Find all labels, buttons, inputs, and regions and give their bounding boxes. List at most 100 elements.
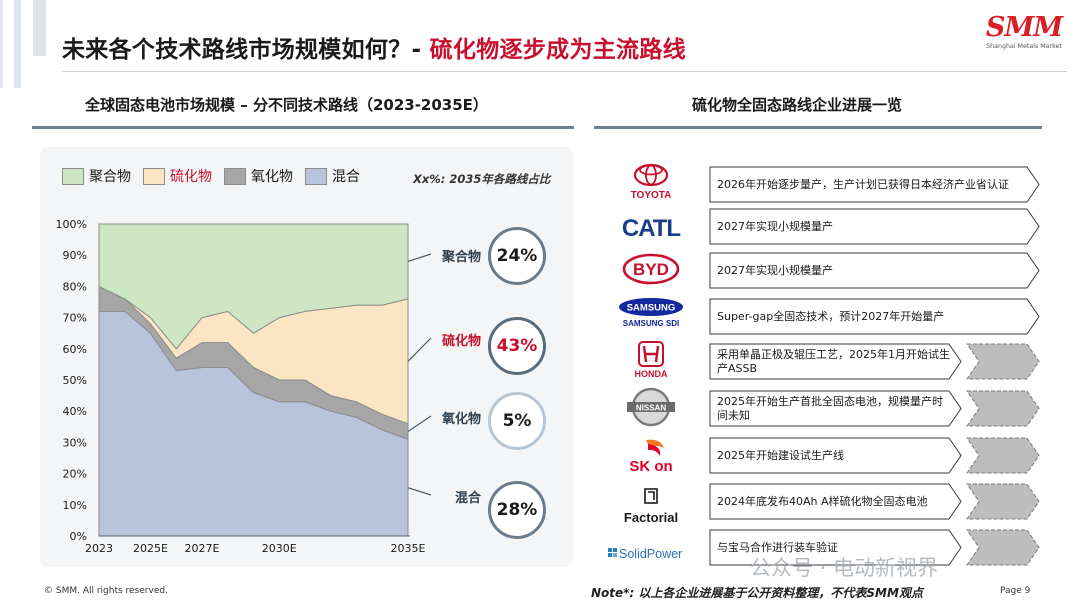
- factorial-logo-icon: Factorial: [624, 488, 678, 525]
- logo-text: SK on: [629, 458, 672, 475]
- legend-item-sulfide: 硫化物: [143, 166, 212, 186]
- samsung-logo-icon: SAMSUNG SAMSUNG SDI: [619, 298, 683, 328]
- logo-solid-power: SolidPower: [608, 538, 694, 568]
- legend-label: 氧化物: [251, 169, 293, 185]
- x-tick-label: 2023: [85, 542, 113, 555]
- y-tick-label: 10%: [63, 499, 87, 512]
- progress-arrow: [709, 390, 1040, 427]
- area-聚合物: [98, 223, 409, 350]
- logo-text: NISSAN: [636, 404, 666, 413]
- y-tick-label: 50%: [63, 374, 87, 387]
- y-tick-label: 40%: [63, 405, 87, 418]
- share-value: 24%: [496, 246, 538, 266]
- progress-text: 2024年底发布40Ah A样硫化物全固态电池: [717, 494, 928, 508]
- title-highlight: 硫化物逐步成为主流路线: [429, 37, 686, 63]
- catl-logo-icon: CATL: [622, 215, 682, 242]
- logo-byd: BYD: [608, 252, 694, 286]
- progress-arrow: [709, 343, 1040, 380]
- chart-legend: 聚合物 硫化物 氧化物 混合: [62, 166, 372, 186]
- legend-item-hybrid: 混合: [305, 166, 360, 186]
- y-tick-label: 80%: [63, 280, 87, 293]
- smm-logo: SMM Shanghai Metals Market: [982, 14, 1066, 51]
- disclaimer-note: Note*: 以上各企业进展基于公开资料整理，不代表SMM观点: [591, 586, 923, 600]
- logo-factorial: Factorial: [608, 486, 694, 528]
- decor-strip: [0, 0, 3, 88]
- connector-line: [407, 415, 432, 432]
- progress-text: 2027年实现小规模量产: [717, 263, 833, 277]
- progress-arrow: [709, 252, 1040, 289]
- progress-arrow: [709, 298, 1040, 335]
- share-value: 28%: [496, 500, 538, 520]
- progress-text: 2025年开始建设试生产线: [717, 448, 844, 462]
- logo-samsung: SAMSUNG SAMSUNG SDI: [608, 296, 694, 330]
- x-tick-label: 2027E: [185, 542, 220, 555]
- progress-text: 与宝马合作进行装车验证: [717, 540, 838, 554]
- share-note: Xx%: 2035年各路线占比: [413, 172, 551, 186]
- share-circle-sulfide: 43%: [488, 317, 546, 375]
- x-tick-label: 2030E: [262, 542, 297, 555]
- connector-line: [407, 337, 432, 362]
- y-tick-label: 60%: [63, 343, 87, 356]
- y-tick-label: 30%: [63, 436, 87, 449]
- logo-subtext: SAMSUNG SDI: [623, 319, 679, 328]
- legend-swatch: [62, 167, 84, 185]
- toyota-logo-icon: TOYOTA: [631, 163, 671, 201]
- y-tick-label: 70%: [63, 312, 87, 325]
- progress-text: 采用单晶正极及辊压工艺，2025年1月开始试生产ASSB: [717, 347, 950, 375]
- y-tick-label: 0%: [70, 530, 87, 543]
- left-section-title: 全球固态电池市场规模 – 分不同技术路线（2023-2035E）: [85, 96, 488, 114]
- connector-line: [407, 487, 432, 496]
- logo-sk-on: SK on: [608, 436, 694, 476]
- solid-power-logo-icon: SolidPower: [608, 547, 682, 561]
- logo-text: SolidPower: [619, 547, 682, 561]
- watermark: 公众号 · 电动新视界: [750, 556, 939, 580]
- progress-arrow: [709, 166, 1040, 203]
- progress-arrow: [709, 208, 1040, 245]
- progress-text: 2025年开始生产首批全固态电池，规模量产时间未知: [717, 394, 943, 422]
- logo-nissan: NISSAN: [608, 386, 694, 428]
- legend-swatch: [143, 167, 165, 185]
- progress-arrow: [709, 529, 1040, 566]
- share-value: 5%: [502, 411, 532, 431]
- share-circle-polymer: 24%: [488, 227, 546, 285]
- connector-line: [407, 253, 432, 263]
- progress-text: 2026年开始逐步量产，生产计划已获得日本经济产业省认证: [717, 177, 1009, 191]
- page-number: Page 9: [1000, 586, 1031, 596]
- copyright: © SMM. All rights reserved.: [44, 586, 168, 596]
- decor-strip: [14, 0, 21, 88]
- logo-text: HONDA: [635, 369, 668, 379]
- share-label-hybrid: 混合: [454, 491, 481, 506]
- legend-label: 混合: [332, 169, 360, 185]
- honda-logo-icon: HONDA: [635, 341, 668, 379]
- y-tick-label: 20%: [63, 468, 87, 481]
- logo-catl: CATL: [608, 210, 694, 244]
- decor-strip: [33, 0, 46, 56]
- y-tick-label: 100%: [56, 218, 87, 231]
- left-section-bar: [32, 126, 574, 129]
- title-main: 未来各个技术路线市场规模如何？-: [62, 37, 430, 63]
- logo-subtext: Shanghai Metals Market: [986, 43, 1062, 50]
- x-tick-label: 2025E: [133, 542, 168, 555]
- legend-swatch: [224, 167, 246, 185]
- share-value: 43%: [496, 336, 538, 356]
- legend-item-polymer: 聚合物: [62, 166, 131, 186]
- progress-text: 2027年实现小规模量产: [717, 219, 833, 233]
- right-section-bar: [594, 126, 1042, 129]
- right-section-title: 硫化物全固态路线企业进展一览: [692, 96, 903, 114]
- share-circle-hybrid: 28%: [488, 481, 546, 539]
- logo-honda: HONDA: [608, 340, 694, 380]
- logo-text: CATL: [622, 215, 681, 242]
- logo-text: Factorial: [624, 510, 678, 525]
- progress-text: Super-gap全固态技术，预计2027年开始量产: [717, 309, 945, 323]
- logo-toyota: TOYOTA: [608, 162, 694, 202]
- progress-arrow: [709, 483, 1040, 520]
- share-label-polymer: 聚合物: [441, 250, 481, 265]
- legend-item-oxide: 氧化物: [224, 166, 293, 186]
- header-divider: [62, 71, 1067, 72]
- share-label-oxide: 氧化物: [441, 412, 481, 427]
- legend-swatch: [305, 167, 327, 185]
- y-tick-label: 90%: [63, 249, 87, 262]
- page-title: 未来各个技术路线市场规模如何？- 硫化物逐步成为主流路线: [62, 30, 686, 64]
